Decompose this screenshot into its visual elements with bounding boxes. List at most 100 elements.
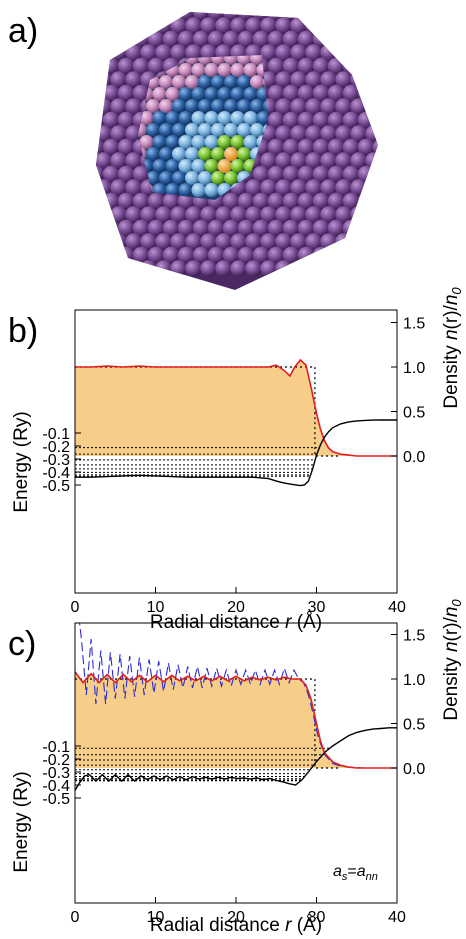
cluster-atom bbox=[230, 260, 247, 277]
b-energy-tick-label: -0.4 bbox=[42, 465, 70, 482]
cluster-atom bbox=[260, 260, 277, 277]
cluster-core-atom bbox=[198, 147, 212, 161]
cluster-atom bbox=[177, 219, 195, 237]
cluster-atom bbox=[117, 165, 135, 183]
cluster-core-atom bbox=[243, 111, 258, 125]
cluster-core-atom bbox=[165, 135, 180, 149]
cluster-core-atom bbox=[237, 99, 251, 113]
cluster-core-atom bbox=[204, 87, 219, 101]
cluster-atom bbox=[110, 125, 127, 142]
b-jellium-step bbox=[75, 366, 341, 457]
cluster-atom bbox=[96, 206, 112, 223]
cluster-atom bbox=[222, 12, 240, 21]
cluster-atom bbox=[102, 165, 120, 183]
cluster-atom bbox=[305, 125, 322, 142]
cluster-atom bbox=[147, 192, 165, 210]
cluster-atom bbox=[297, 12, 315, 21]
cluster-atom bbox=[96, 233, 112, 250]
cluster-atom bbox=[365, 206, 378, 223]
cluster-atom bbox=[365, 17, 378, 34]
cluster-atom bbox=[102, 246, 120, 264]
b-density-line bbox=[75, 358, 397, 457]
cluster-atom bbox=[125, 152, 142, 169]
cluster-atom bbox=[222, 219, 240, 237]
cluster-atom bbox=[117, 246, 135, 264]
cluster-atom bbox=[372, 165, 378, 183]
cluster-core-atom bbox=[191, 111, 206, 125]
cluster-atom bbox=[125, 17, 142, 34]
cluster-core-atom bbox=[256, 111, 268, 125]
cluster-core-atom bbox=[185, 171, 199, 185]
cluster-atom bbox=[185, 233, 202, 250]
cluster-atom bbox=[252, 219, 270, 237]
cluster-atom bbox=[260, 44, 277, 61]
b-ylabel-right: Density n(r)/n0 bbox=[441, 287, 464, 409]
cluster-atom bbox=[372, 30, 378, 48]
cluster-atom bbox=[162, 246, 180, 264]
cluster-atom bbox=[230, 233, 247, 250]
b-x-tick-label: 40 bbox=[388, 599, 406, 616]
c-xlabel: Radial distance r (Å) bbox=[150, 915, 322, 936]
cluster-core-atom bbox=[185, 147, 199, 161]
cluster-atom bbox=[350, 233, 367, 250]
c-energy-tick-label: -0.1 bbox=[42, 739, 70, 756]
cluster-atom bbox=[282, 84, 300, 102]
cluster-atom bbox=[117, 12, 135, 21]
cluster-atom bbox=[380, 98, 396, 114]
cluster-atom bbox=[275, 98, 292, 115]
cluster-core-atom bbox=[217, 111, 232, 125]
panel-b-chart: 0 10 20 30 40 0.0 0.5 1.0 1.5 -0.1-0.2-0.3-0.4-0.… bbox=[11, 287, 464, 633]
cluster-core-atom bbox=[178, 111, 193, 125]
cluster-atom bbox=[200, 17, 217, 34]
c-energy-tick-label: -0.2 bbox=[42, 752, 70, 769]
cluster-atom bbox=[110, 152, 127, 169]
c-energy-tick-label: -0.4 bbox=[42, 778, 70, 795]
cluster-atom bbox=[342, 30, 360, 48]
cluster-atom bbox=[117, 84, 135, 102]
cluster-atom bbox=[357, 12, 375, 21]
cluster-core-atom bbox=[230, 87, 245, 101]
cluster-atom bbox=[230, 206, 247, 223]
cluster-atom bbox=[372, 84, 378, 102]
cluster-atom bbox=[170, 44, 187, 61]
cluster-core-atom bbox=[211, 123, 225, 137]
cluster-atom bbox=[96, 30, 105, 48]
cluster-atom bbox=[320, 179, 337, 196]
cluster-atom bbox=[117, 219, 135, 237]
cluster-atom bbox=[162, 219, 180, 237]
cluster-core-atom bbox=[152, 87, 167, 101]
cluster-atom bbox=[342, 246, 360, 264]
cluster-atom bbox=[177, 246, 195, 264]
cluster-atom bbox=[380, 125, 396, 141]
cluster-atom bbox=[222, 30, 240, 48]
cluster-atom bbox=[305, 260, 322, 277]
cluster-atom bbox=[102, 84, 120, 102]
cluster-atom bbox=[297, 30, 315, 48]
nanocluster-image bbox=[96, 12, 396, 290]
b-lines bbox=[75, 358, 397, 487]
cluster-atom bbox=[245, 233, 262, 250]
cluster-atom bbox=[380, 233, 396, 249]
cluster-core-atom bbox=[230, 111, 245, 125]
cluster-core-atom bbox=[204, 159, 219, 173]
c-x-tick-label: 10 bbox=[147, 909, 165, 926]
cluster-atom bbox=[282, 30, 300, 48]
c-energy-tick-label: -0.3 bbox=[42, 765, 70, 782]
cluster-atom bbox=[297, 138, 315, 156]
cluster-atom bbox=[132, 165, 150, 183]
cluster-atom bbox=[335, 260, 352, 277]
cluster-core-atom bbox=[250, 99, 264, 113]
b-energy-tick-label: -0.3 bbox=[42, 452, 70, 469]
cluster-atom bbox=[155, 44, 172, 61]
cluster-atom bbox=[275, 17, 292, 34]
cluster-atom bbox=[327, 192, 345, 210]
cluster-atom bbox=[147, 57, 165, 75]
cluster-atom bbox=[207, 219, 225, 237]
cluster-core-atom bbox=[211, 171, 225, 185]
cluster-atom bbox=[132, 246, 150, 264]
c-axes-group: 0 10 20 30 40 0.0 0.5 1.0 1.5 -0.1-0.2-0.3-0.4-0.… bbox=[42, 628, 425, 927]
cluster-atom bbox=[192, 246, 210, 264]
cluster-atom bbox=[312, 192, 330, 210]
cluster-atom bbox=[365, 44, 378, 61]
